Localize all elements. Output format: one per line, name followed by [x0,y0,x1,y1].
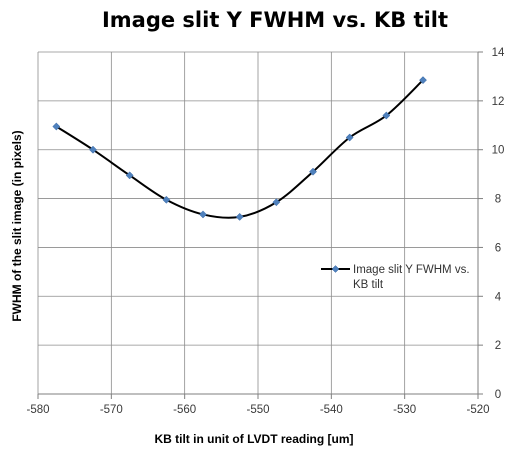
x-tick-label-1: -570 [100,404,123,416]
axes [37,51,483,399]
data-point-0 [52,122,61,131]
x-tick-label-4: -540 [320,404,343,416]
data-point-5 [235,212,244,221]
data-point-9 [382,111,391,120]
data-point-2 [125,171,134,180]
data-point-7 [309,167,317,176]
x-tick-label-5: -530 [393,404,416,416]
y-tick-labels: 0 2 4 6 8 10 12 14 [492,47,505,401]
legend-marker [331,265,340,273]
x-tick-label-2: -560 [173,404,196,416]
y-tick-label-1: 2 [495,340,501,352]
y-tick-label-2: 4 [495,291,502,303]
x-tick-labels: -580 -570 -560 -550 -540 -530 -520 [26,404,489,416]
legend-label: Image slit Y FWHM vs. KB tilt [353,264,470,291]
y-tick-label-0: 0 [495,389,501,401]
x-tick-label-0: -580 [26,404,49,416]
legend: Image slit Y FWHM vs. KB tilt [321,264,470,291]
series-markers [52,76,427,221]
data-point-10 [419,76,427,85]
x-tick-label-3: -550 [246,404,269,416]
y-axis-title: FWHM of the slit image (in pixels) [10,130,24,321]
chart-title: Image slit Y FWHM vs. KB tilt [102,8,448,32]
y-tick-label-6: 12 [492,96,505,108]
y-tick-label-7: 14 [492,47,505,59]
x-tick-label-6: -520 [466,404,489,416]
y-tick-label-4: 8 [495,194,501,206]
data-point-4 [199,210,207,219]
y-tick-label-5: 10 [492,145,505,157]
data-point-3 [162,195,171,204]
x-axis-title: KB tilt in unit of LVDT reading [um] [154,432,353,446]
y-tick-label-3: 6 [495,242,501,254]
data-point-6 [272,198,281,207]
data-point-8 [345,133,354,142]
data-point-1 [89,145,97,154]
